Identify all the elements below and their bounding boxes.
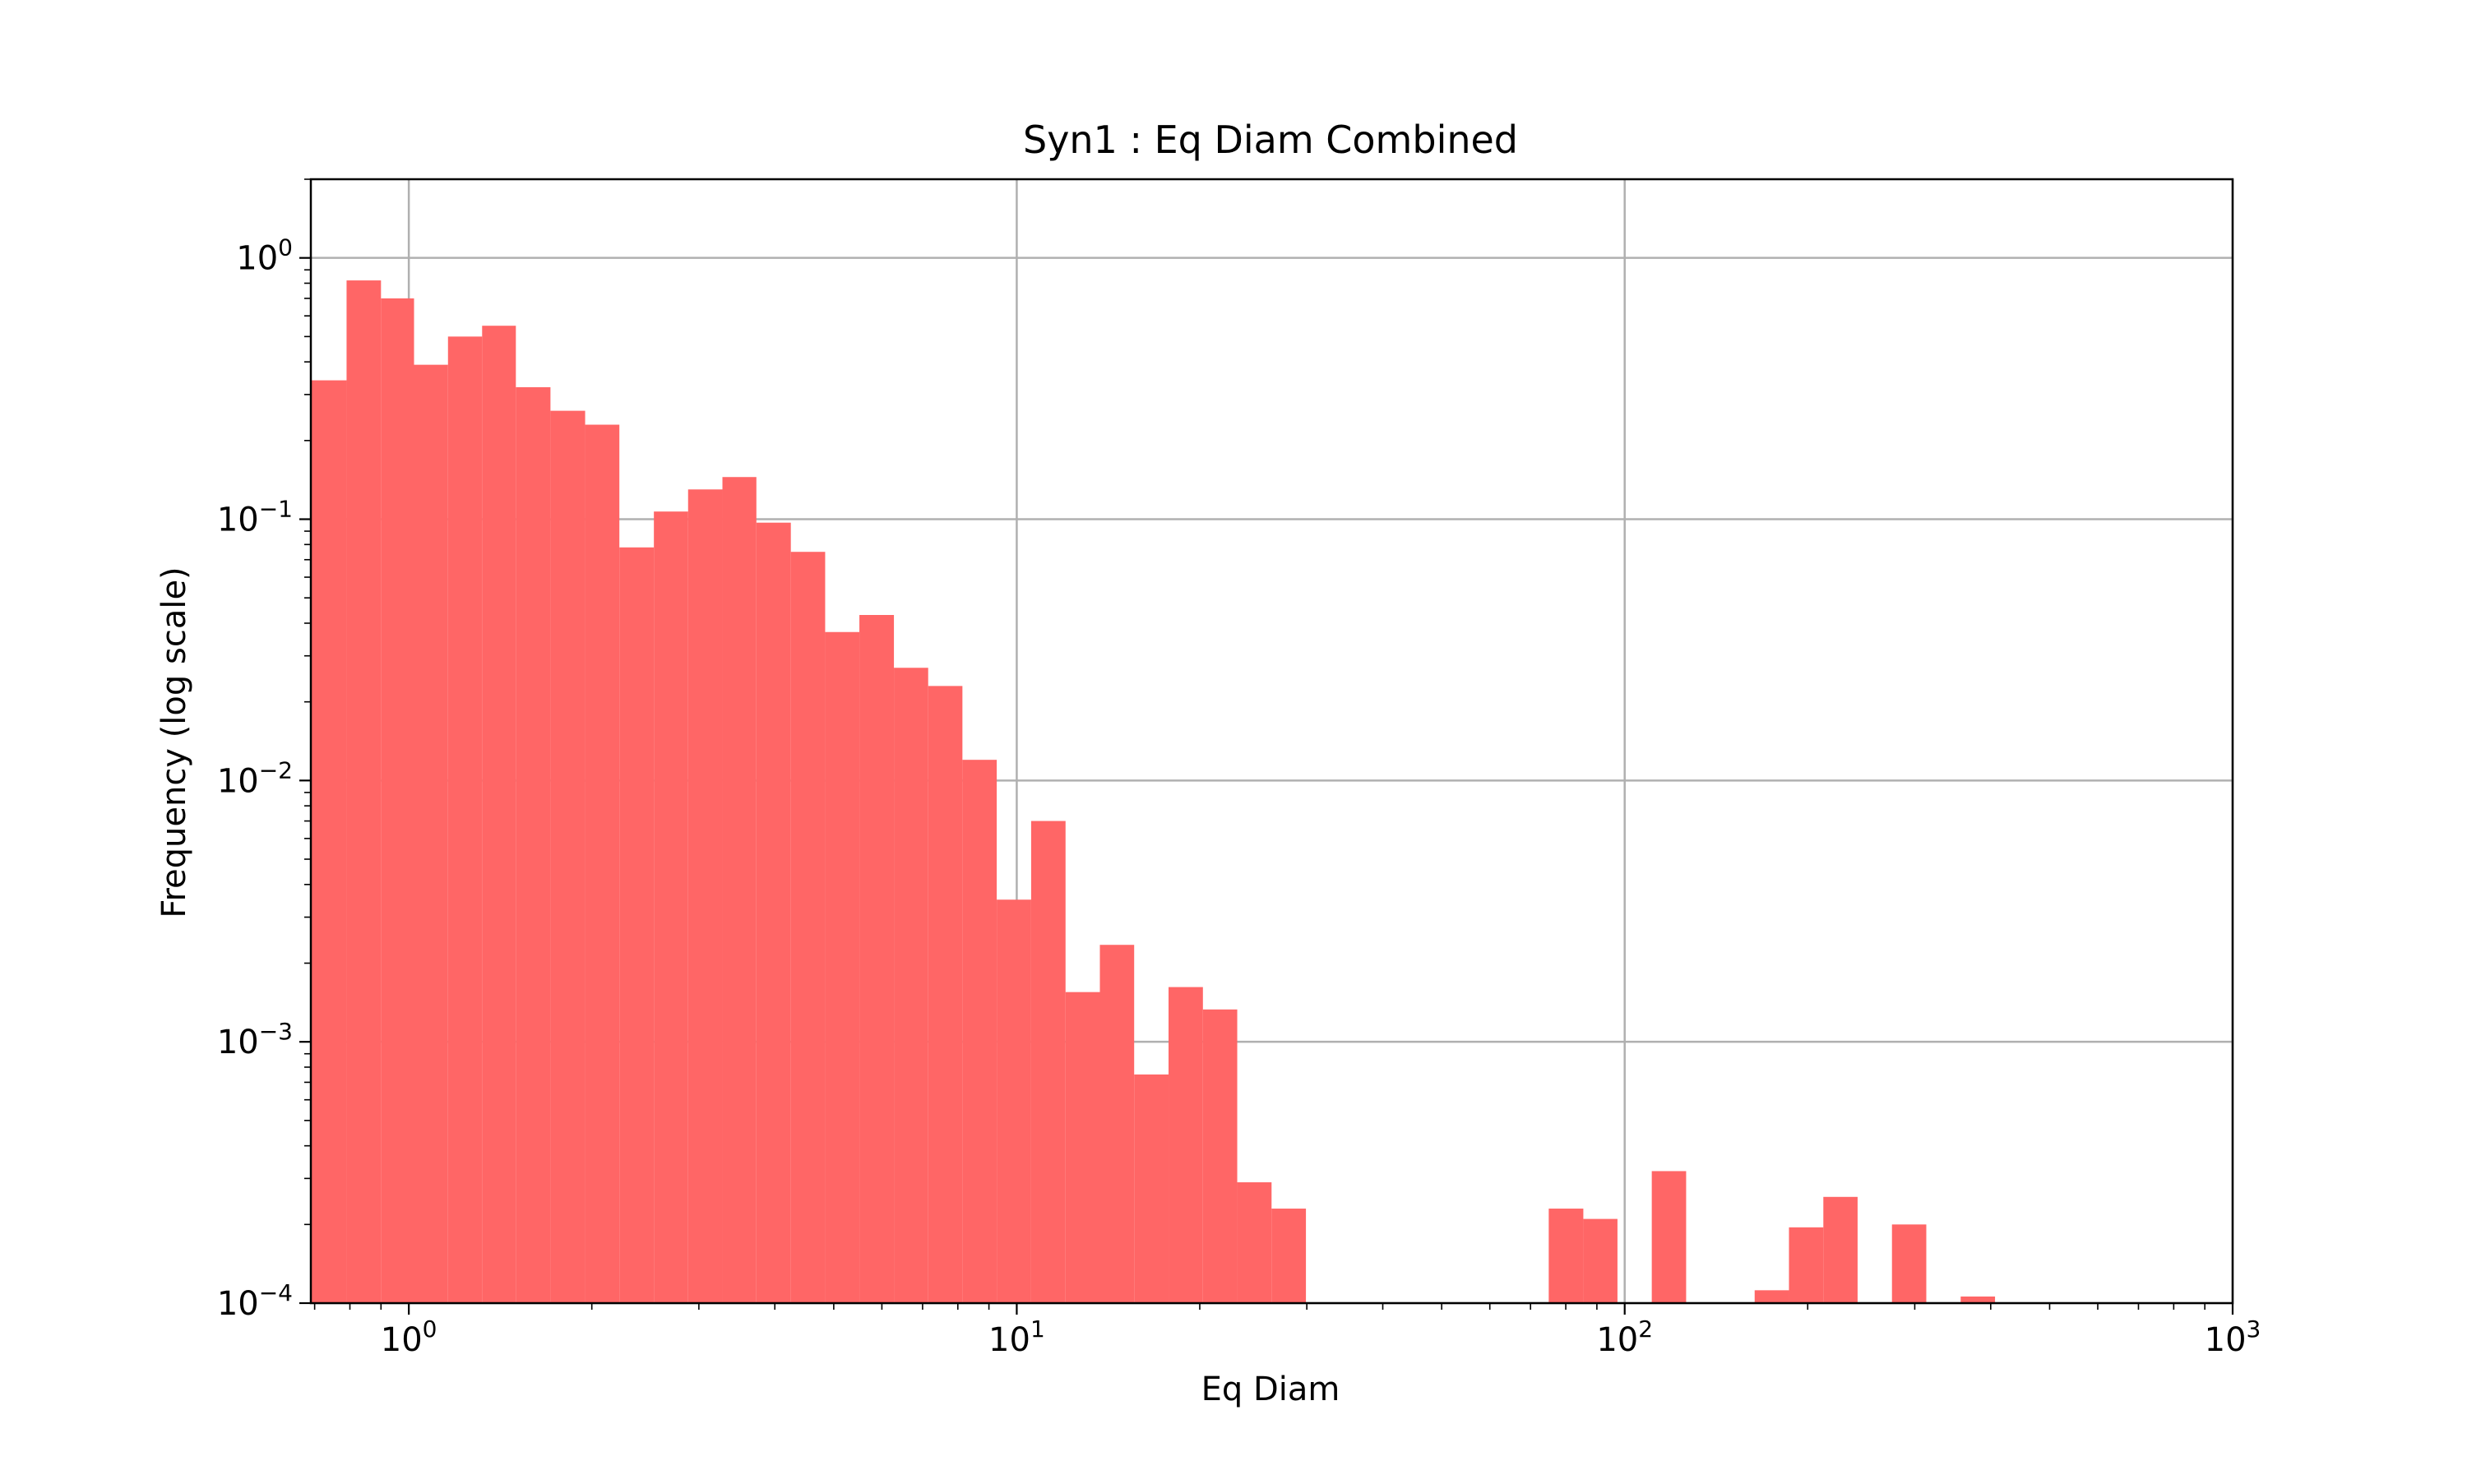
histogram-bar: [687, 489, 723, 1303]
histogram-bar: [1548, 1209, 1584, 1303]
histogram-bar: [1271, 1209, 1307, 1303]
histogram-bar: [1030, 821, 1066, 1303]
y-axis: 100 10−1 10−2 10−3 10−4: [217, 234, 311, 1323]
histogram-bar: [1651, 1171, 1687, 1303]
histogram-bar: [1099, 945, 1135, 1303]
histogram-bar: [482, 326, 516, 1303]
histogram-bar: [1891, 1224, 1927, 1303]
histogram-bar: [756, 522, 791, 1303]
histogram-bar: [722, 477, 757, 1303]
histogram-bar: [346, 280, 382, 1304]
x-axis-label: Eq Diam: [1201, 1371, 1340, 1408]
histogram-bar: [311, 380, 347, 1304]
y-tick-label: 10−1: [217, 496, 293, 539]
bars: [311, 280, 1996, 1304]
histogram-bar: [894, 668, 928, 1303]
histogram-bar: [516, 386, 551, 1304]
plot-frame: [309, 178, 2234, 1305]
histogram-bar: [1169, 987, 1203, 1303]
chart-title: Syn1 : Eq Diam Combined: [1023, 118, 1518, 162]
x-tick-label: 101: [988, 1315, 1045, 1359]
histogram-bar: [928, 686, 963, 1303]
histogram-bar: [1823, 1196, 1858, 1303]
histogram-bar: [1583, 1218, 1618, 1303]
histogram-bar: [654, 511, 688, 1303]
histogram-bar: [1202, 1009, 1238, 1303]
histogram-bar: [447, 336, 483, 1303]
histogram-bar: [381, 298, 414, 1304]
minor-ticks: [304, 178, 2205, 1310]
histogram-bar: [619, 547, 655, 1303]
histogram-bar: [585, 424, 620, 1303]
x-tick-label: 102: [1596, 1315, 1653, 1359]
histogram-bar: [825, 631, 860, 1303]
y-tick-label: 10−3: [217, 1018, 293, 1061]
histogram-bar: [1754, 1290, 1789, 1303]
histogram-bar: [414, 364, 448, 1303]
histogram-bar: [1789, 1227, 1824, 1303]
x-tick-label: 103: [2205, 1315, 2261, 1359]
histogram-bar: [997, 899, 1031, 1303]
histogram-bar: [1134, 1074, 1169, 1303]
histogram-bar: [859, 615, 895, 1303]
x-axis: 100 101 102 103: [381, 1303, 2261, 1359]
y-tick-label: 100: [236, 234, 293, 278]
y-tick-label: 10−2: [217, 756, 293, 800]
y-axis-label: Frequency (log scale): [155, 566, 193, 918]
histogram-bar: [1237, 1182, 1272, 1303]
histogram-bar: [1960, 1296, 1996, 1303]
histogram-bar: [790, 552, 826, 1303]
histogram-bar: [1065, 992, 1100, 1303]
y-tick-label: 10−4: [217, 1279, 293, 1323]
histogram-bar: [550, 410, 586, 1304]
histogram-bar: [962, 760, 997, 1303]
x-tick-label: 100: [381, 1315, 437, 1359]
